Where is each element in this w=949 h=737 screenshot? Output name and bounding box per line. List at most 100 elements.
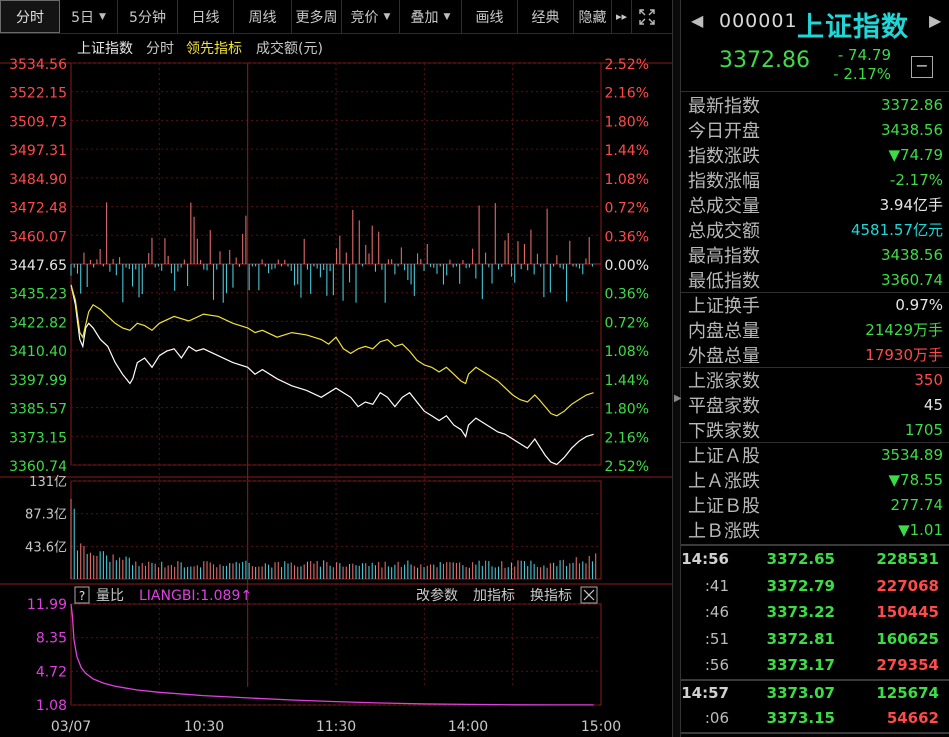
tab-7[interactable]: 叠加 ▼ bbox=[400, 0, 462, 33]
time-axis-label: 03/07 bbox=[51, 719, 91, 735]
stat-row: 外盘总量 17930万手 bbox=[681, 342, 949, 367]
tick-row: 14:56 3372.65 228531 bbox=[681, 546, 949, 573]
pct-tick-label: 2.16% bbox=[605, 430, 649, 446]
tick-volume: 227068 bbox=[876, 576, 939, 595]
legend-mode: 分时 bbox=[146, 41, 174, 57]
tick-row: 14:57 3373.07 125674 bbox=[681, 678, 949, 706]
tick-time: :56 bbox=[704, 656, 729, 675]
help-button[interactable] bbox=[74, 586, 90, 604]
time-axis-label: 14:00 bbox=[448, 719, 488, 735]
close-button[interactable] bbox=[580, 586, 598, 604]
tab-1[interactable]: 5日 ▼ bbox=[60, 0, 118, 33]
tab-9[interactable]: 经典 bbox=[518, 0, 574, 33]
tick-volume: 54662 bbox=[886, 709, 939, 728]
tab-0[interactable]: 分时 bbox=[0, 0, 60, 33]
price-tick-label: 3522.15 bbox=[9, 86, 67, 102]
tick-price: 3372.79 bbox=[766, 576, 835, 595]
stat-label: 下跌家数 bbox=[688, 420, 760, 442]
tick-time: :51 bbox=[704, 629, 729, 648]
fullscreen-icon[interactable] bbox=[632, 0, 662, 33]
tab-label: 隐藏 bbox=[578, 9, 607, 26]
pct-tick-label: 1.08% bbox=[605, 172, 649, 188]
stat-label: 上涨家数 bbox=[688, 371, 760, 392]
tick-list: 14:56 3372.65 228531 :41 3372.79 227068 :46 337… bbox=[681, 544, 949, 737]
stat-value: 17930万手 bbox=[865, 346, 943, 364]
ratio-tick-label: 4.72 bbox=[36, 664, 67, 680]
price-tick-label: 3410.40 bbox=[9, 344, 67, 360]
stat-value: 45 bbox=[923, 395, 943, 414]
price-tick-label: 3360.74 bbox=[9, 459, 67, 475]
dropdown-caret-icon: ▼ bbox=[443, 11, 451, 22]
tick-price: 3373.15 bbox=[766, 709, 835, 728]
volume-tick-label: 87.3亿 bbox=[25, 508, 67, 523]
stock-code: 000001 bbox=[719, 10, 798, 32]
pct-tick-label: 1.80% bbox=[605, 402, 649, 418]
tick-price: 3373.17 bbox=[766, 656, 835, 675]
ratio-line bbox=[70, 603, 594, 706]
ratio-button-2: 换指标 bbox=[530, 587, 572, 604]
prev-stock-icon[interactable]: ◀ bbox=[691, 11, 704, 30]
ratio-indicator: LIANGBI:1.089↑ bbox=[139, 588, 252, 604]
price-change: - 74.79 - 2.17% bbox=[831, 46, 891, 84]
tab-label: 经典 bbox=[531, 9, 560, 26]
next-stock-icon[interactable]: ▶ bbox=[929, 11, 942, 30]
tick-time: :06 bbox=[704, 709, 729, 728]
dropdown-caret-icon: ▼ bbox=[383, 11, 391, 22]
current-price: 3372.86 bbox=[719, 48, 810, 73]
panel-splitter[interactable]: ▶ bbox=[672, 0, 682, 737]
stat-value: 3534.89 bbox=[880, 446, 943, 464]
intraday-chart[interactable]: 上证指数 分时 领先指标 成交额(元) 3534.56 2.52% 3522.15 2.16%… bbox=[0, 34, 672, 737]
tab-2[interactable]: 5分钟 bbox=[118, 0, 178, 33]
tab-10[interactable]: 隐藏 bbox=[574, 0, 612, 33]
pct-tick-label: 0.00% bbox=[605, 258, 649, 274]
stat-label: 今日开盘 bbox=[688, 120, 760, 142]
pct-tick-label: 2.16% bbox=[605, 86, 649, 102]
stat-label: 上证Ａ股 bbox=[688, 446, 760, 467]
double-chevron-right-icon[interactable]: ▸▸ bbox=[612, 0, 632, 33]
pct-tick-label: 0.72% bbox=[605, 201, 649, 217]
help-icon: ? bbox=[79, 589, 85, 603]
stat-label: 上证Ｂ股 bbox=[688, 495, 760, 517]
volume-tick-label: 131亿 bbox=[29, 475, 67, 490]
price-tick-label: 3534.56 bbox=[9, 57, 67, 73]
stat-label: 上Ａ涨跌 bbox=[688, 470, 760, 492]
tab-label: 分时 bbox=[16, 9, 44, 26]
minimize-button[interactable]: − bbox=[911, 56, 933, 78]
tab-8[interactable]: 画线 bbox=[462, 0, 518, 33]
ratio-title: 量比 bbox=[96, 588, 124, 604]
stat-label: 最低指数 bbox=[688, 270, 760, 292]
pct-tick-label: 0.36% bbox=[605, 287, 649, 303]
pct-tick-label: 1.44% bbox=[605, 373, 649, 389]
tick-price: 3372.65 bbox=[766, 550, 835, 569]
price-tick-label: 3447.65 bbox=[9, 258, 67, 274]
tick-time: 14:57 bbox=[681, 683, 729, 702]
period-toolbar: 分时 5日 ▼ 5分钟 日线 周线 更多周 竞价 ▼ 叠加 ▼ 画线 经典 隐藏 ▸▸ bbox=[0, 0, 672, 34]
pct-tick-label: 2.52% bbox=[605, 57, 649, 73]
volume-tick-label: 43.6亿 bbox=[25, 540, 67, 555]
stat-row: 总成交额 4581.57亿元 bbox=[681, 217, 949, 242]
tick-time: :46 bbox=[704, 603, 729, 622]
price-tick-label: 3385.57 bbox=[9, 402, 67, 418]
dropdown-caret-icon: ▼ bbox=[99, 11, 106, 22]
chart-canvas[interactable]: 上证指数 分时 领先指标 成交额(元) 3534.56 2.52% 3522.15 2.16%… bbox=[0, 34, 672, 737]
tab-5[interactable]: 更多周 bbox=[292, 0, 342, 33]
stat-label: 上证换手 bbox=[688, 296, 760, 317]
pct-tick-label: 1.80% bbox=[605, 114, 649, 130]
index-price-line bbox=[70, 284, 594, 466]
tab-label: 5分钟 bbox=[129, 9, 166, 26]
tab-3[interactable]: 日线 bbox=[178, 0, 234, 33]
tick-row: :51 3372.81 160625 bbox=[681, 626, 949, 653]
quote-header: ◀ 000001 上证指数 ▶ 3372.86 - 74.79 - 2.17% … bbox=[681, 0, 949, 92]
tick-time: :41 bbox=[704, 576, 729, 595]
stat-value: ▼78.55 bbox=[888, 470, 943, 489]
tab-4[interactable]: 周线 bbox=[234, 0, 292, 33]
collapse-arrow-icon[interactable]: ▶ bbox=[674, 393, 682, 404]
change-value: - 74.79 bbox=[837, 46, 891, 64]
tab-label: 日线 bbox=[191, 9, 220, 26]
time-axis-label: 15:00 bbox=[581, 719, 621, 735]
tab-6[interactable]: 竞价 ▼ bbox=[342, 0, 400, 33]
tick-price: 3373.07 bbox=[766, 683, 835, 702]
stat-value: 3438.56 bbox=[880, 245, 943, 264]
stat-value: 3372.86 bbox=[880, 95, 943, 114]
tick-row: :41 3372.79 227068 bbox=[681, 573, 949, 600]
